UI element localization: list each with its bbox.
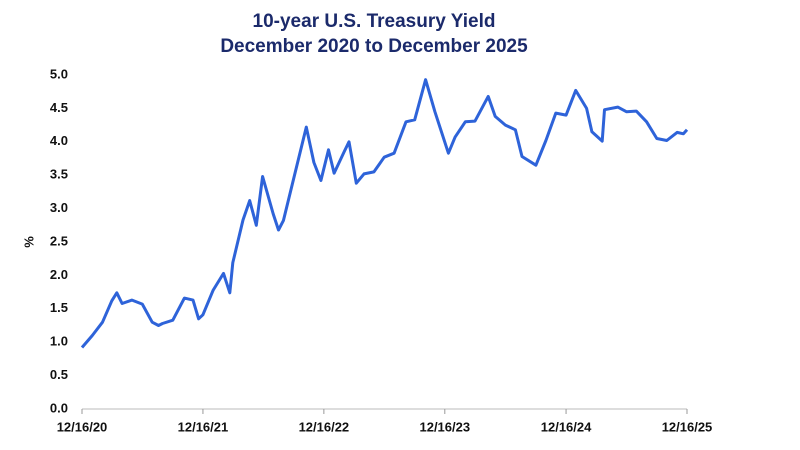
chart-subtitle: December 2020 to December 2025 <box>220 36 528 57</box>
y-axis-label: % <box>21 236 36 248</box>
x-tick-label: 12/16/23 <box>419 419 470 434</box>
y-tick-label: 2.0 <box>50 267 68 282</box>
y-tick-label: 3.0 <box>50 200 68 215</box>
x-tick-label: 12/16/20 <box>57 419 108 434</box>
x-tick-label: 12/16/21 <box>178 419 229 434</box>
x-tick-label: 12/16/25 <box>662 419 713 434</box>
x-tick-label: 12/16/22 <box>299 419 350 434</box>
y-tick-label: 2.5 <box>50 233 68 248</box>
y-tick-label: 0.5 <box>50 367 68 382</box>
y-tick-label: 5.0 <box>50 66 68 81</box>
y-tick-label: 3.5 <box>50 167 68 182</box>
y-tick-label: 4.5 <box>50 100 68 115</box>
series-line <box>80 78 689 349</box>
y-tick-label: 0.0 <box>50 400 68 415</box>
y-tick-label: 1.0 <box>50 334 68 349</box>
x-tick-label: 12/16/24 <box>541 419 592 434</box>
y-tick-label: 1.5 <box>50 300 68 315</box>
chart-title: 10-year U.S. Treasury Yield <box>253 11 496 32</box>
y-tick-label: 4.0 <box>50 133 68 148</box>
